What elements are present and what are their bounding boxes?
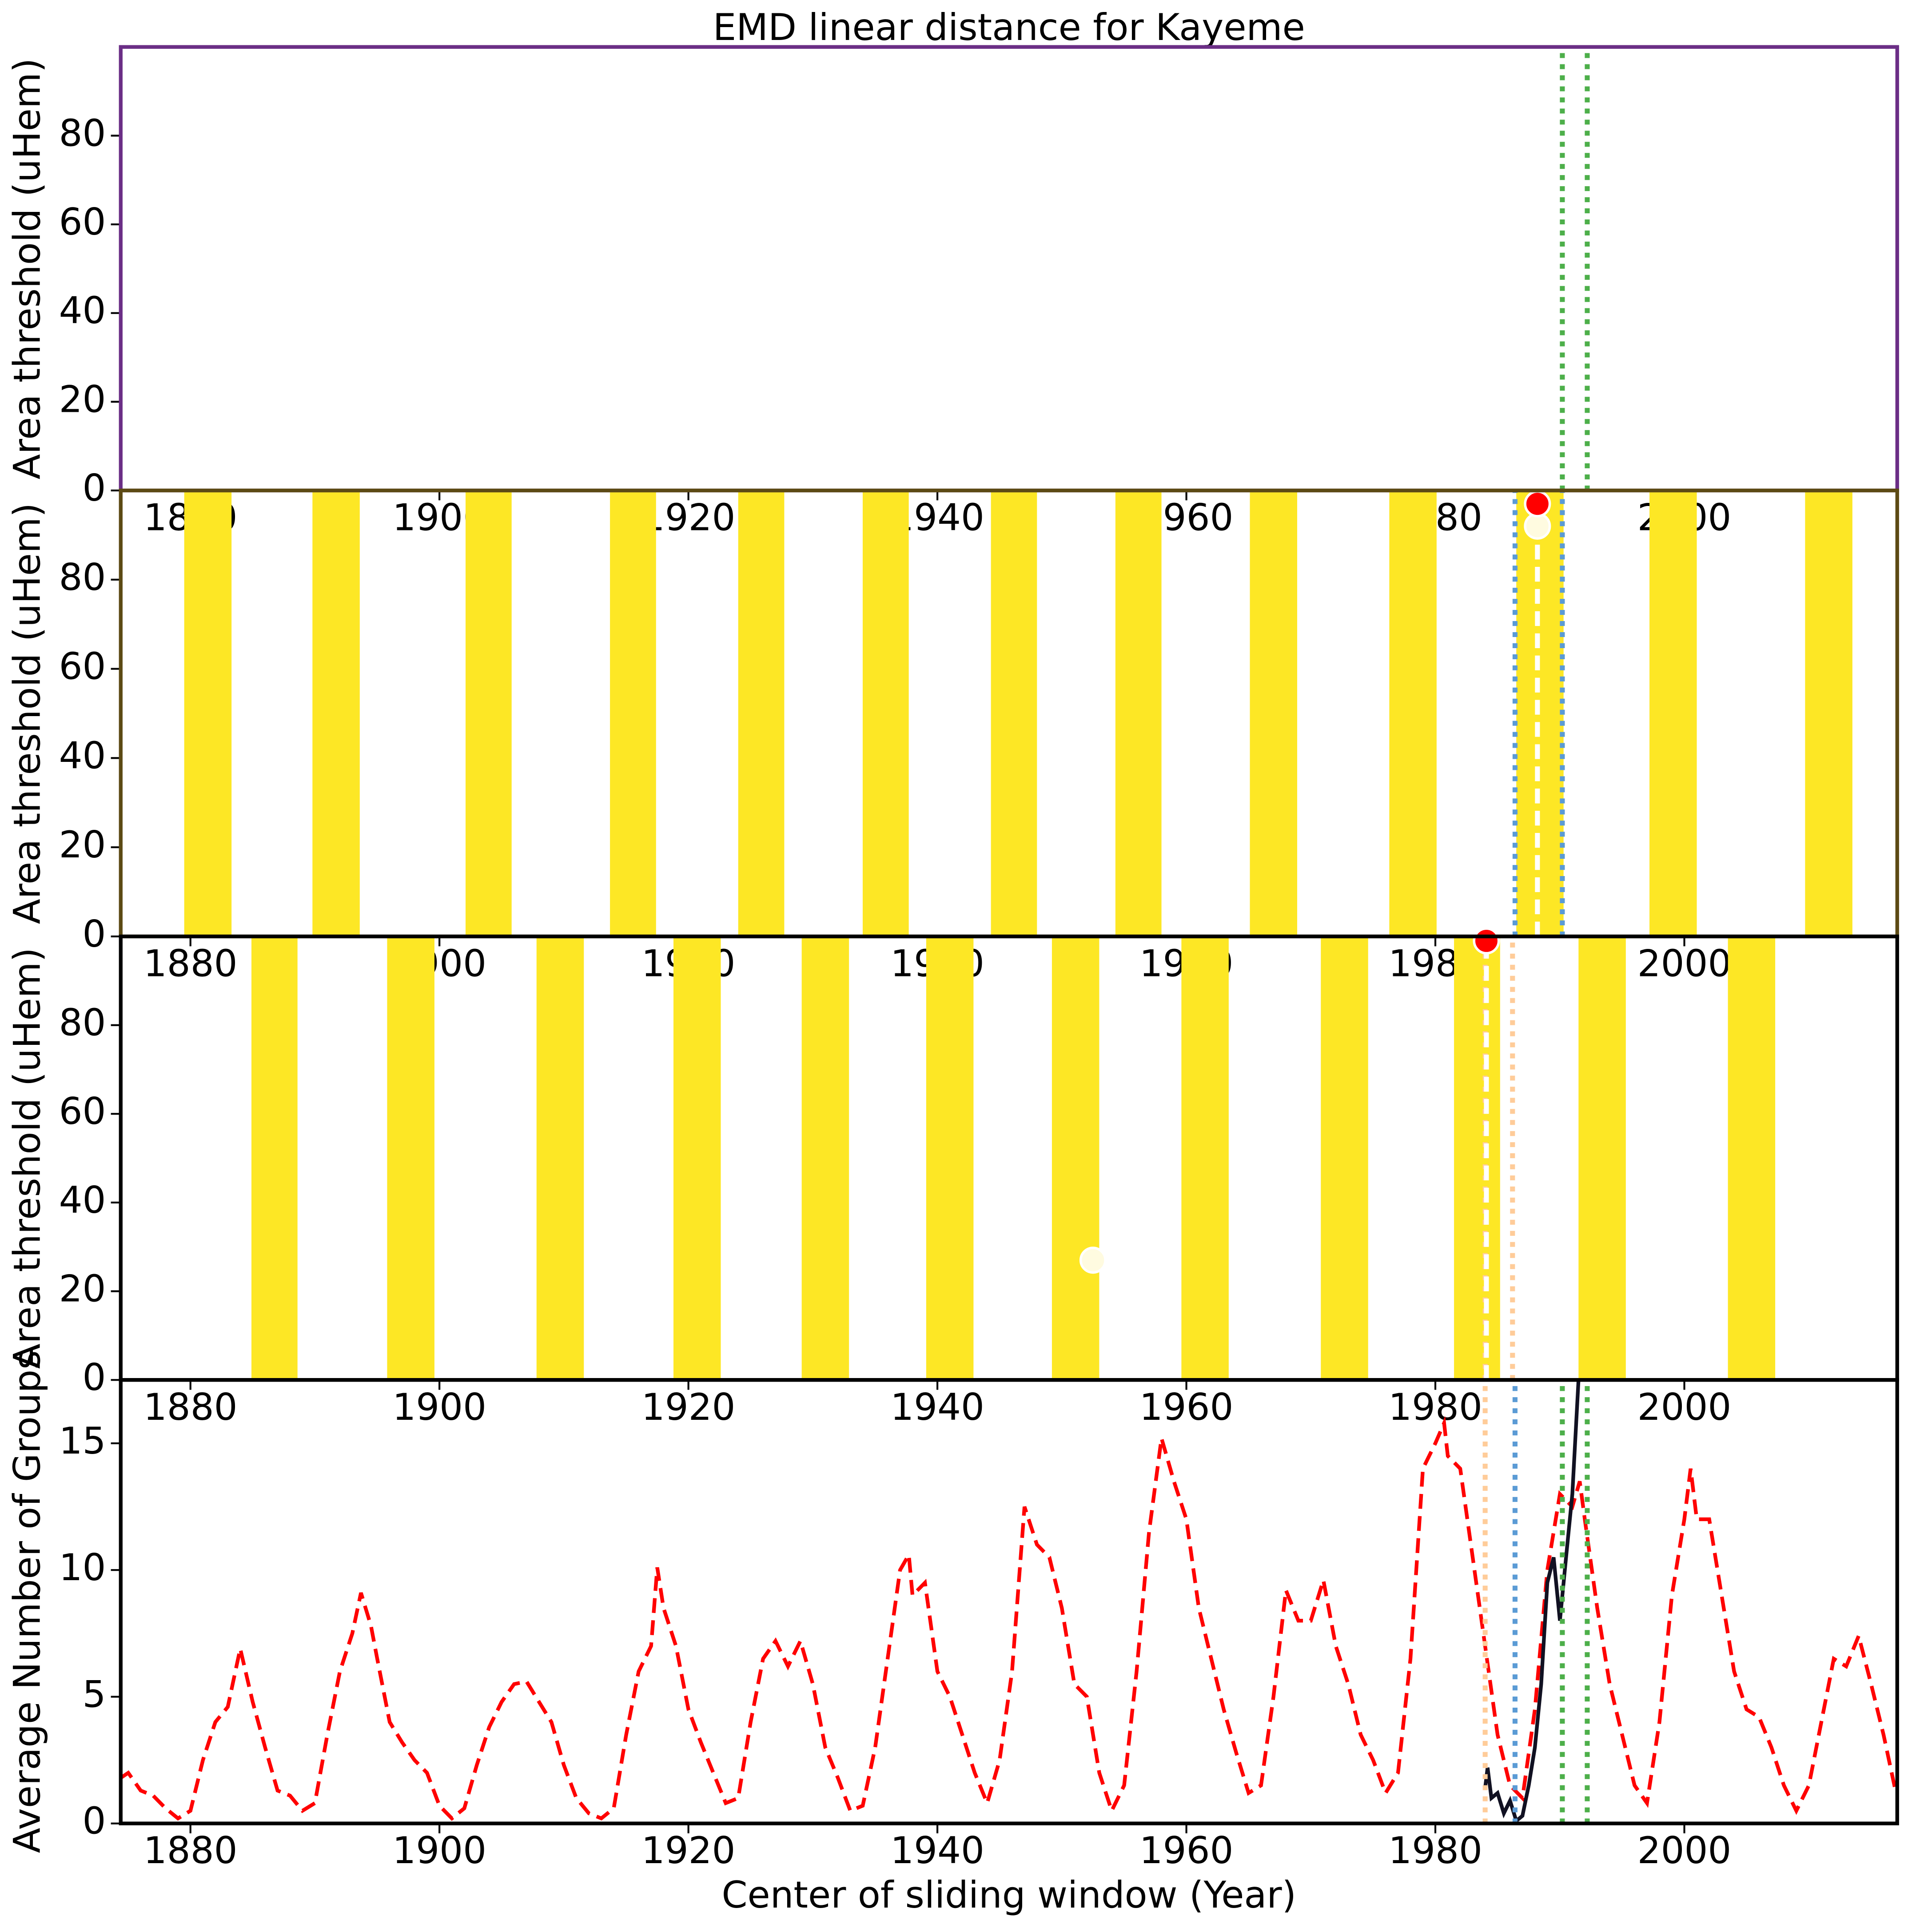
- y-tick-label: 40: [59, 734, 106, 777]
- line: [1483, 1380, 1581, 1824]
- band: [184, 490, 232, 936]
- y-axis-label: Area threshold (uHem): [5, 948, 48, 1369]
- y-tick-label: 60: [59, 200, 106, 243]
- x-tick-label: 1880: [143, 1386, 238, 1429]
- y-axis-label: Average Number of Groups: [5, 1350, 48, 1853]
- x-tick-label: 1960: [1139, 1829, 1234, 1872]
- point: [1524, 512, 1551, 540]
- x-tick-label: 1880: [143, 1829, 238, 1872]
- y-axis-label: Area threshold (uHem): [5, 503, 48, 924]
- panel: [120, 1380, 1897, 1824]
- x-tick-label: 1980: [1388, 1386, 1482, 1429]
- x-tick-label: 1980: [1388, 1829, 1482, 1872]
- y-tick-label: 40: [59, 1179, 106, 1222]
- band: [536, 936, 584, 1380]
- band: [673, 936, 721, 1380]
- y-tick-label: 0: [83, 1356, 106, 1399]
- y-tick-label: 60: [59, 1090, 106, 1133]
- band: [1805, 490, 1852, 936]
- band: [1728, 936, 1776, 1380]
- x-tick-label: 2000: [1637, 1829, 1732, 1872]
- band: [991, 490, 1037, 936]
- x-tick-label: 1920: [641, 496, 736, 539]
- x-tick-label: 1900: [392, 1386, 486, 1429]
- x-tick-label: 1880: [143, 942, 238, 985]
- y-tick-label: 0: [83, 1800, 106, 1843]
- x-tick-label: 1920: [641, 1829, 736, 1872]
- band: [610, 490, 656, 936]
- y-tick-label: 0: [83, 912, 106, 956]
- band: [251, 936, 298, 1380]
- chart-title: EMD linear distance for Kayeme: [713, 6, 1305, 49]
- y-axis-label: Area threshold (uHem): [5, 58, 48, 479]
- band: [926, 936, 974, 1380]
- band: [1516, 490, 1564, 936]
- panel: [251, 936, 1776, 1380]
- band: [1578, 936, 1626, 1380]
- y-tick-label: 80: [59, 112, 106, 155]
- y-tick-label: 5: [83, 1673, 106, 1716]
- band: [312, 490, 360, 936]
- x-axis-label: Center of sliding window (Year): [721, 1873, 1296, 1916]
- point: [1524, 490, 1551, 518]
- band: [738, 490, 785, 936]
- y-tick-label: 20: [59, 823, 106, 866]
- band: [1181, 936, 1229, 1380]
- band: [1389, 490, 1437, 936]
- band: [801, 936, 849, 1380]
- x-tick-label: 2000: [1637, 942, 1732, 985]
- panel: [1560, 47, 1590, 491]
- x-tick-label: 1920: [641, 1386, 736, 1429]
- y-tick-label: 40: [59, 289, 106, 332]
- y-tick-label: 80: [59, 1001, 106, 1044]
- band: [1052, 936, 1099, 1380]
- line: [120, 1416, 1897, 1821]
- y-tick-label: 80: [59, 556, 106, 599]
- x-tick-label: 1900: [392, 1829, 486, 1872]
- band: [1250, 490, 1297, 936]
- y-tick-label: 0: [83, 466, 106, 510]
- x-tick-label: 1960: [1139, 1386, 1234, 1429]
- y-tick-label: 10: [59, 1546, 106, 1589]
- y-tick-label: 20: [59, 1267, 106, 1311]
- y-tick-label: 60: [59, 645, 106, 688]
- band: [387, 936, 434, 1380]
- panel: [184, 490, 1852, 936]
- band: [466, 490, 512, 936]
- point: [1079, 1247, 1107, 1274]
- band: [1454, 936, 1500, 1380]
- band: [1649, 490, 1697, 936]
- band: [1115, 490, 1162, 936]
- band: [862, 490, 909, 936]
- point: [1473, 927, 1500, 955]
- y-tick-label: 15: [59, 1419, 106, 1462]
- x-tick-label: 1940: [890, 1829, 984, 1872]
- y-tick-label: 20: [59, 378, 106, 421]
- frame: [119, 1378, 1899, 1825]
- band: [1321, 936, 1368, 1380]
- x-tick-label: 1940: [890, 1386, 984, 1429]
- x-tick-label: 2000: [1637, 1386, 1732, 1429]
